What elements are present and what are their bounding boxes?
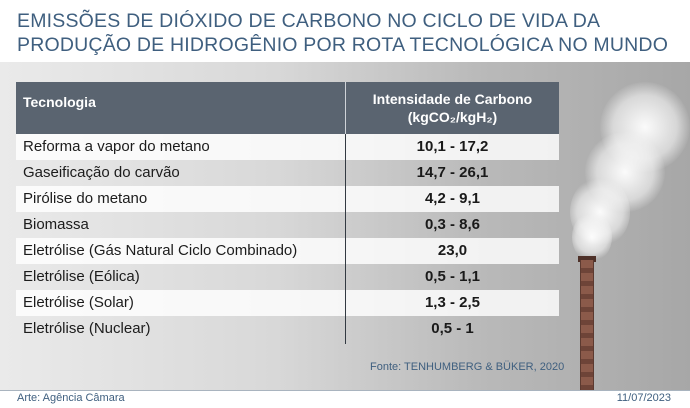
technology-cell: Reforma a vapor do metano: [16, 134, 346, 160]
technology-cell: Eletrólise (Nuclear): [16, 316, 346, 344]
technology-cell: Pirólise do metano: [16, 186, 346, 212]
technology-cell: Eletrólise (Eólica): [16, 264, 346, 290]
publication-date: 11/07/2023: [616, 392, 671, 404]
intensity-cell: 0,5 - 1: [431, 320, 474, 337]
table-row: Gaseificação do carvão 14,7 - 26,1: [16, 160, 559, 186]
table-header: Tecnologia Intensidade de Carbono (kgCO₂…: [16, 82, 559, 134]
smoke-cloud: [572, 212, 612, 262]
technology-cell: Gaseificação do carvão: [16, 160, 346, 186]
column-header-intensity: Intensidade de Carbono (kgCO₂/kgH₂): [346, 82, 559, 134]
chimney-cap: [578, 256, 596, 262]
intensity-cell: 1,3 - 2,5: [424, 294, 481, 311]
technology-cell: Biomassa: [16, 212, 346, 238]
chimney: [580, 260, 594, 390]
technology-cell: Eletrólise (Gás Natural Ciclo Combinado): [16, 238, 346, 264]
technology-cell: Eletrólise (Solar): [16, 290, 346, 316]
source-citation: Fonte: TENHUMBERG & BÜKER, 2020: [370, 361, 565, 373]
intensity-cell: 14,7 - 26,1: [416, 164, 489, 181]
column-header-intensity-unit: (kgCO₂/kgH₂): [407, 109, 498, 125]
table-row: Eletrólise (Gás Natural Ciclo Combinado)…: [16, 238, 559, 264]
table-row: Eletrólise (Eólica) 0,5 - 1,1: [16, 264, 559, 290]
column-header-technology: Tecnologia: [16, 82, 346, 134]
intensity-cell: 10,1 - 17,2: [416, 138, 489, 155]
column-header-intensity-title: Intensidade de Carbono: [372, 91, 533, 107]
table-row: Pirólise do metano 4,2 - 9,1: [16, 186, 559, 212]
table-row: Reforma a vapor do metano 10,1 - 17,2: [16, 134, 559, 160]
intensity-cell: 23,0: [437, 242, 468, 259]
intensity-cell: 4,2 - 9,1: [424, 190, 481, 207]
art-credit: Arte: Agência Câmara: [17, 392, 125, 404]
intensity-cell: 0,5 - 1,1: [424, 268, 481, 285]
table-row: Eletrólise (Nuclear) 0,5 - 1: [16, 316, 559, 344]
table-row: Eletrólise (Solar) 1,3 - 2,5: [16, 290, 559, 316]
intensity-cell: 0,3 - 8,6: [424, 216, 481, 233]
page-title: EMISSÕES DE DIÓXIDO DE CARBONO NO CICLO …: [17, 10, 669, 56]
table-row: Biomassa 0,3 - 8,6: [16, 212, 559, 238]
data-table: Tecnologia Intensidade de Carbono (kgCO₂…: [16, 82, 559, 344]
footer-divider: [0, 390, 690, 391]
